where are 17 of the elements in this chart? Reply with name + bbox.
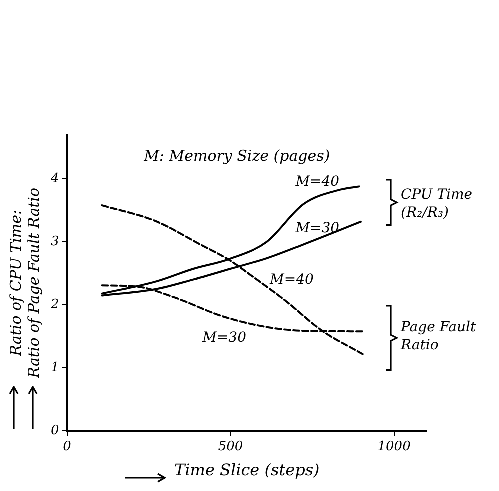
annotation: CPU Time (R₂/R₃) (401, 186, 473, 221)
x-tick-label: 1000 (378, 439, 411, 454)
x-tick-label: 500 (218, 439, 244, 454)
y-axis-title: Ratio of CPU Time: Ratio of Page Fault Ratio (6, 188, 43, 380)
y-tick-label: 1 (50, 360, 60, 376)
y-tick-label: 4 (50, 171, 60, 186)
x-tick-label: 0 (63, 439, 72, 454)
x-axis-title: Time Slice (steps) (174, 460, 320, 480)
annotation: Page Fault Ratio (400, 319, 476, 354)
series-label: M=30 (294, 220, 340, 236)
series-label: M=30 (202, 330, 247, 346)
series-label: M=40 (269, 272, 314, 288)
y-tick-label: 2 (50, 298, 60, 313)
text: M: Memory Size (pages) (143, 146, 330, 165)
series-label: M=40 (294, 174, 340, 190)
y-tick-label: 0 (50, 424, 60, 439)
y-tick-label: 3 (50, 234, 60, 250)
